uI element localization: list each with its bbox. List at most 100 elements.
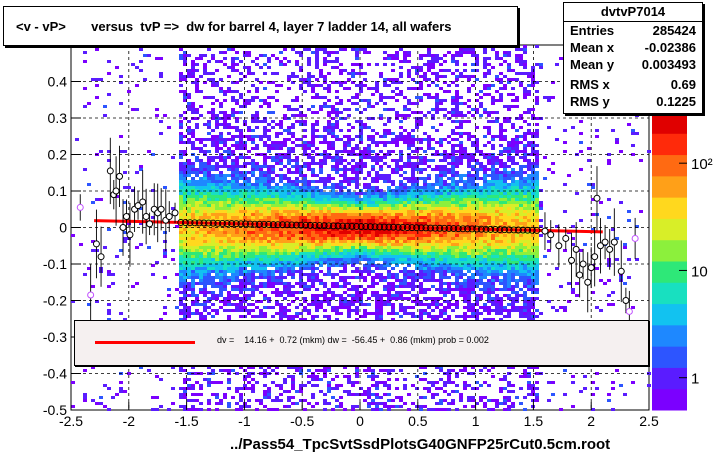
heatmap-cell bbox=[383, 207, 387, 210]
heatmap-cell bbox=[431, 126, 435, 129]
heatmap-cell bbox=[131, 108, 135, 111]
heatmap-cell bbox=[291, 234, 295, 237]
heatmap-cell bbox=[343, 159, 347, 162]
heatmap-cell bbox=[235, 159, 239, 162]
heatmap-cell bbox=[307, 189, 311, 192]
heatmap-cell bbox=[183, 60, 187, 63]
heatmap-cell bbox=[319, 207, 323, 210]
heatmap-cell bbox=[315, 186, 319, 189]
heatmap-cell bbox=[387, 84, 391, 87]
heatmap-cell bbox=[87, 303, 91, 306]
heatmap-cell bbox=[307, 276, 311, 279]
heatmap-cell bbox=[343, 216, 347, 219]
heatmap-cell bbox=[383, 192, 387, 195]
heatmap-cell bbox=[255, 198, 259, 201]
heatmap-cell bbox=[447, 216, 451, 219]
heatmap-cell bbox=[187, 108, 191, 111]
heatmap-cell bbox=[399, 399, 403, 402]
heatmap-cell bbox=[359, 72, 363, 75]
heatmap-cell bbox=[355, 372, 359, 375]
heatmap-cell bbox=[287, 198, 291, 201]
heatmap-cell bbox=[227, 237, 231, 240]
heatmap-cell bbox=[443, 165, 447, 168]
heatmap-cell bbox=[391, 288, 395, 291]
heatmap-cell bbox=[335, 135, 339, 138]
heatmap-cell bbox=[395, 246, 399, 249]
heatmap-cell bbox=[307, 153, 311, 156]
heatmap-cell bbox=[439, 99, 443, 102]
heatmap-cell bbox=[447, 375, 451, 378]
heatmap-cell bbox=[375, 303, 379, 306]
heatmap-cell bbox=[239, 246, 243, 249]
heatmap-cell bbox=[231, 276, 235, 279]
heatmap-cell bbox=[207, 381, 211, 384]
heatmap-cell bbox=[259, 270, 263, 273]
heatmap-cell bbox=[383, 78, 387, 81]
heatmap-cell bbox=[267, 195, 271, 198]
heatmap-cell bbox=[251, 183, 255, 186]
heatmap-cell bbox=[203, 201, 207, 204]
heatmap-cell bbox=[259, 273, 263, 276]
heatmap-cell bbox=[163, 231, 167, 234]
heatmap-cell bbox=[419, 273, 423, 276]
heatmap-cell bbox=[431, 168, 435, 171]
heatmap-cell bbox=[443, 225, 447, 228]
heatmap-cell bbox=[183, 90, 187, 93]
heatmap-cell bbox=[183, 396, 187, 399]
heatmap-cell bbox=[435, 195, 439, 198]
heatmap-cell bbox=[411, 285, 415, 288]
heatmap-cell bbox=[363, 48, 367, 51]
heatmap-cell bbox=[339, 210, 343, 213]
heatmap-cell bbox=[267, 306, 271, 309]
heatmap-cell bbox=[295, 264, 299, 267]
heatmap-cell bbox=[371, 282, 375, 285]
heatmap-cell bbox=[235, 252, 239, 255]
heatmap-cell bbox=[211, 81, 215, 84]
heatmap-cell bbox=[311, 303, 315, 306]
heatmap-cell bbox=[231, 57, 235, 60]
heatmap-cell bbox=[415, 162, 419, 165]
heatmap-cell bbox=[419, 54, 423, 57]
heatmap-cell bbox=[207, 246, 211, 249]
heatmap-cell bbox=[439, 276, 443, 279]
heatmap-cell bbox=[111, 273, 115, 276]
heatmap-cell bbox=[335, 255, 339, 258]
heatmap-cell bbox=[219, 282, 223, 285]
heatmap-cell bbox=[323, 102, 327, 105]
heatmap-cell bbox=[423, 303, 427, 306]
heatmap-cell bbox=[227, 234, 231, 237]
heatmap-cell bbox=[347, 180, 351, 183]
heatmap-cell bbox=[275, 195, 279, 198]
heatmap-cell bbox=[219, 237, 223, 240]
heatmap-cell bbox=[235, 63, 239, 66]
heatmap-cell bbox=[231, 183, 235, 186]
heatmap-cell bbox=[335, 186, 339, 189]
heatmap-cell bbox=[359, 162, 363, 165]
heatmap-cell bbox=[375, 186, 379, 189]
heatmap-cell bbox=[315, 111, 319, 114]
heatmap-cell bbox=[343, 192, 347, 195]
heatmap-cell bbox=[451, 156, 455, 159]
heatmap-cell bbox=[323, 291, 327, 294]
heatmap-cell bbox=[407, 231, 411, 234]
heatmap-cell bbox=[183, 171, 187, 174]
heatmap-cell bbox=[211, 84, 215, 87]
heatmap-cell bbox=[163, 276, 167, 279]
heatmap-cell bbox=[431, 393, 435, 396]
heatmap-cell bbox=[219, 192, 223, 195]
heatmap-cell bbox=[243, 120, 247, 123]
heatmap-cell bbox=[303, 399, 307, 402]
heatmap-cell bbox=[351, 96, 355, 99]
heatmap-cell bbox=[187, 207, 191, 210]
heatmap-cell bbox=[239, 300, 243, 303]
heatmap-cell bbox=[403, 237, 407, 240]
heatmap-cell bbox=[411, 135, 415, 138]
heatmap-cell bbox=[375, 162, 379, 165]
heatmap-cell bbox=[231, 90, 235, 93]
heatmap-cell bbox=[431, 261, 435, 264]
heatmap-cell bbox=[219, 183, 223, 186]
heatmap-cell bbox=[283, 129, 287, 132]
heatmap-cell bbox=[211, 144, 215, 147]
heatmap-cell bbox=[291, 219, 295, 222]
heatmap-cell bbox=[375, 87, 379, 90]
